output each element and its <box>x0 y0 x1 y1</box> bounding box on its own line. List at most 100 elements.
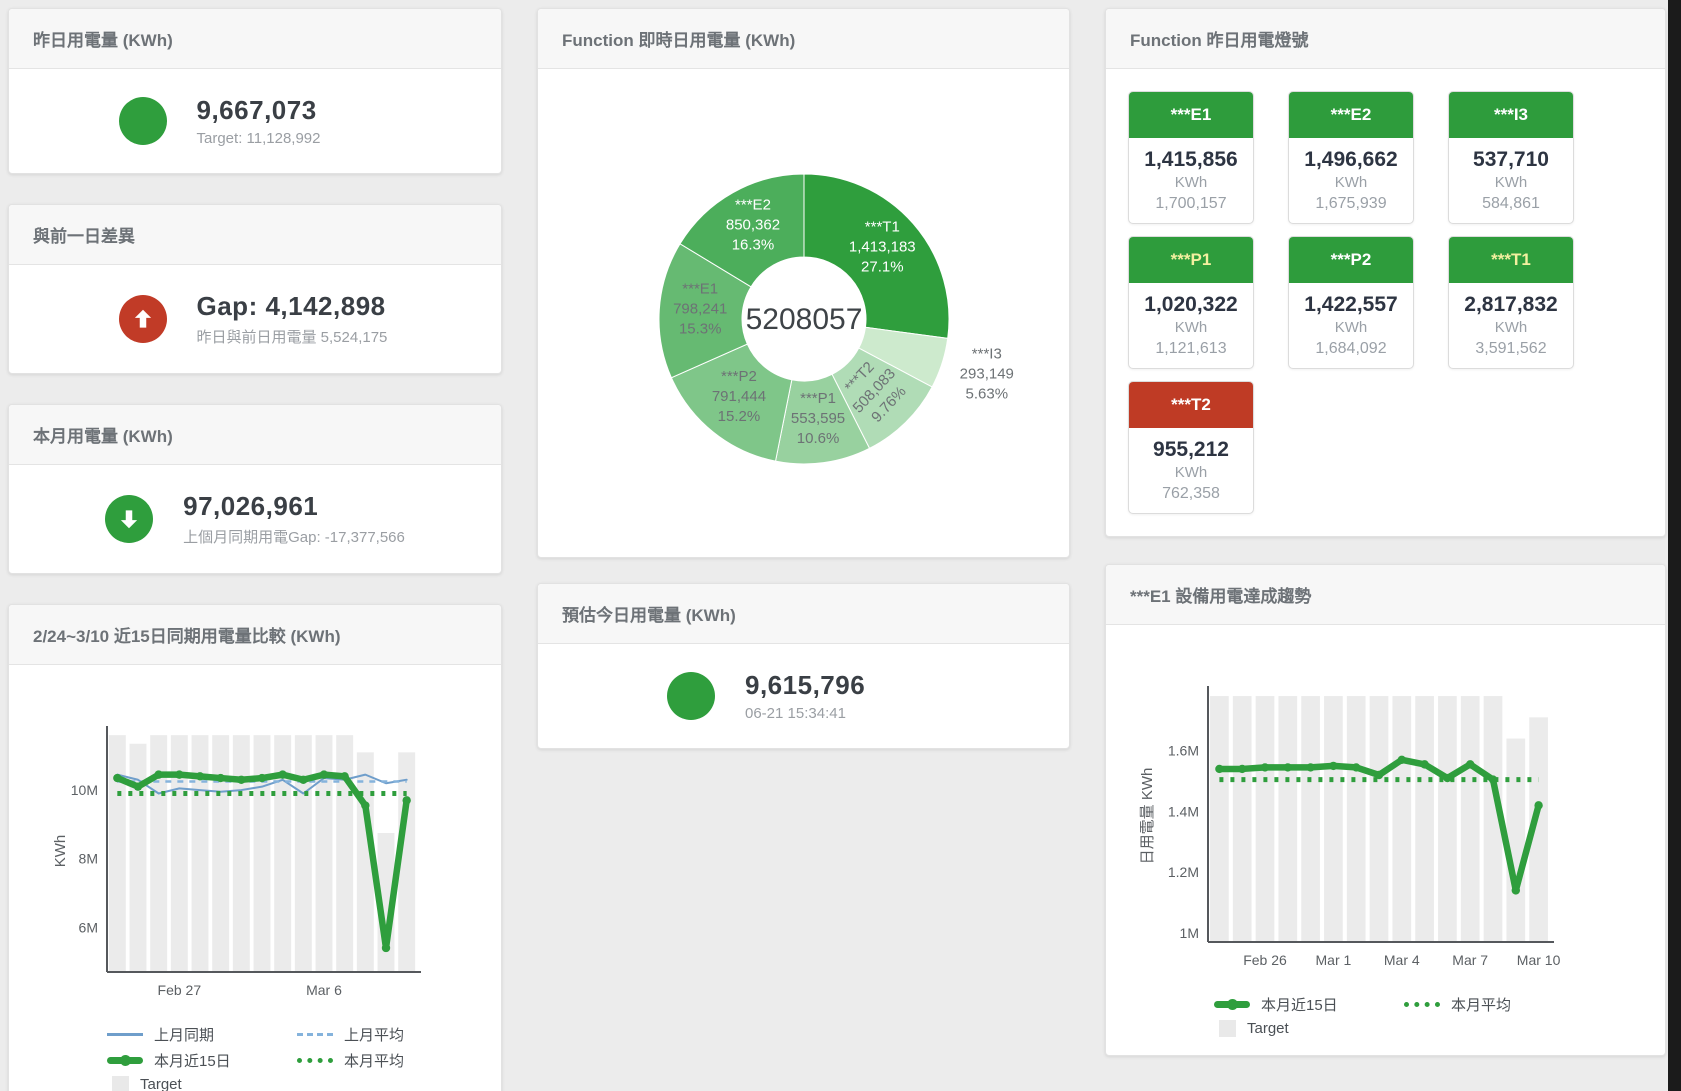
light-tile-header: ***T1 <box>1449 237 1573 283</box>
light-tile-unit: KWh <box>1174 319 1208 336</box>
light-tile-E2: ***E2 1,496,662 KWh 1,675,939 <box>1288 91 1414 224</box>
status-circle-icon <box>667 672 715 720</box>
light-tile-target: 3,591,562 <box>1475 340 1547 357</box>
donut-center-total: 5208057 <box>745 303 862 336</box>
light-tile-unit: KWh <box>1494 319 1528 336</box>
light-tile-value: 537,710 <box>1473 148 1549 171</box>
chart-body: 1M 1.2M 1.4M 1.6M Feb 26 Mar 1 Mar 4 Mar 7 Mar 1… <box>1106 625 1665 1055</box>
svg-text:1M: 1M <box>1180 925 1199 941</box>
svg-text:6M: 6M <box>79 919 98 935</box>
card-month-usage: 本月用電量 (KWh) 97,026,961 上個月同期用電Gap: -17,3… <box>8 404 502 574</box>
legend-item[interactable]: 本月平均 <box>1404 994 1650 1015</box>
legend-thick-swatch-icon <box>1214 999 1250 1010</box>
stat-body: 97,026,961 上個月同期用電Gap: -17,377,566 <box>9 465 501 573</box>
light-tile-value: 1,415,856 <box>1144 148 1238 171</box>
svg-text:Mar 1: Mar 1 <box>1316 952 1352 968</box>
donut-slice-label: ***E2 850,362 16.3% <box>725 196 779 253</box>
stat-subtitle: 06-21 15:34:41 <box>745 705 846 722</box>
legend-label: 上月平均 <box>344 1027 405 1044</box>
light-tile-value: 1,422,557 <box>1304 293 1398 316</box>
card-realtime-usage-donut: Function 即時日用電量 (KWh) ***T1 1,413,183 27.1… <box>537 8 1070 558</box>
svg-text:KWh: KWh <box>52 835 69 868</box>
legend-dash-swatch-icon <box>297 1033 333 1036</box>
lights-grid: ***E1 1,415,856 KWh 1,700,157 ***E2 1,496,662… <box>1106 69 1665 536</box>
light-tile-header: ***E2 <box>1289 92 1413 138</box>
light-tile-target: 1,700,157 <box>1155 195 1227 212</box>
card-title: Function 即時日用電量 (KWh) <box>562 31 796 50</box>
light-tile-unit: KWh <box>1334 174 1368 191</box>
realtime-usage-donut-chart: ***T1 1,413,183 27.1% ***I3 293,149 5.63% ***T… <box>658 173 1013 465</box>
legend-box-swatch-icon <box>112 1076 129 1091</box>
legend-item[interactable]: 上月同期 <box>107 1024 297 1045</box>
legend-item[interactable]: Target <box>1214 1020 1404 1037</box>
card-e1-trend: ***E1 設備用電達成趨勢 1M 1.2M 1.4M 1.6M Feb 26 Mar 1… <box>1105 564 1666 1056</box>
svg-text:1.6M: 1.6M <box>1168 743 1199 759</box>
svg-text:Mar 6: Mar 6 <box>306 982 342 998</box>
light-tile-target: 1,121,613 <box>1155 340 1227 357</box>
card-header: Function 昨日用電燈號 <box>1106 9 1665 69</box>
legend-label: Target <box>140 1076 182 1091</box>
svg-text:8M: 8M <box>79 851 98 867</box>
legend-item[interactable]: 本月近15日 <box>1214 994 1404 1015</box>
light-tile-header: ***P2 <box>1289 237 1413 283</box>
light-tile-P2: ***P2 1,422,557 KWh 1,684,092 <box>1288 236 1414 369</box>
card-title: 預估今日用電量 (KWh) <box>562 606 736 625</box>
donut-slice-label: ***P2 791,444 15.2% <box>711 368 765 425</box>
stat-text: 97,026,961 上個月同期用電Gap: -17,377,566 <box>183 491 405 547</box>
light-tile-target: 584,861 <box>1482 195 1540 212</box>
chart-body: ***T1 1,413,183 27.1% ***I3 293,149 5.63% ***T… <box>538 69 1069 557</box>
stat-body: 9,615,796 06-21 15:34:41 <box>538 644 1069 748</box>
e1-trend-chart-legend: 本月近15日 本月平均 Target <box>1214 994 1650 1037</box>
legend-label: 本月平均 <box>1451 997 1512 1014</box>
arrow-down-circle-icon <box>105 495 154 543</box>
legend-label: 本月平均 <box>344 1053 405 1070</box>
stat-value: 9,615,796 <box>745 670 866 700</box>
light-tile-value: 955,212 <box>1153 438 1229 461</box>
light-tile-T2: ***T2 955,212 KWh 762,358 <box>1128 381 1254 514</box>
light-tile-unit: KWh <box>1174 464 1208 481</box>
stat-text: 9,615,796 06-21 15:34:41 <box>745 670 940 722</box>
light-tile-header: ***T2 <box>1129 382 1253 428</box>
light-tile-target: 1,675,939 <box>1315 195 1387 212</box>
legend-label: 本月近15日 <box>1261 997 1338 1014</box>
donut-slice-label: ***P1 553,595 10.6% <box>790 390 844 447</box>
comparison-chart-legend: 上月同期 上月平均本月近15日 本月平均 Target <box>107 1024 486 1091</box>
scrollbar[interactable] <box>1668 0 1681 1091</box>
left-column: 昨日用電量 (KWh) 9,667,073 Target: 11,128,992… <box>8 8 502 1091</box>
stat-subtitle: 昨日與前日用電量 5,524,175 <box>196 329 388 346</box>
svg-text:Mar 10: Mar 10 <box>1517 952 1561 968</box>
card-title: 與前一日差異 <box>33 227 135 246</box>
stat-value: 97,026,961 <box>183 491 319 521</box>
light-tile-target: 762,358 <box>1162 485 1220 502</box>
card-day-gap: 與前一日差異 Gap: 4,142,898 昨日與前日用電量 5,524,175 <box>8 204 502 374</box>
legend-item[interactable]: Target <box>107 1076 297 1091</box>
legend-dot-swatch-icon <box>297 1058 333 1063</box>
e1-trend-line-chart: 1M 1.2M 1.4M 1.6M Feb 26 Mar 1 Mar 4 Mar 7 Mar 1… <box>1139 686 1561 968</box>
right-column: Function 昨日用電燈號 ***E1 1,415,856 KWh 1,700,1… <box>1105 8 1666 1056</box>
donut-slice-label: ***E1 798,241 15.3% <box>673 280 727 337</box>
svg-text:10M: 10M <box>71 782 98 798</box>
card-title: 本月用電量 (KWh) <box>33 427 173 446</box>
light-tile-E1: ***E1 1,415,856 KWh 1,700,157 <box>1128 91 1254 224</box>
comparison-line-chart: 6M 8M 10M Feb 27 Mar 6 KWh <box>52 726 421 998</box>
svg-text:Feb 26: Feb 26 <box>1243 952 1287 968</box>
stat-value: 9,667,073 <box>196 95 317 125</box>
card-yesterday-usage: 昨日用電量 (KWh) 9,667,073 Target: 11,128,992 <box>8 8 502 174</box>
legend-item[interactable]: 上月平均 <box>297 1024 486 1045</box>
card-15day-comparison: 2/24~3/10 近15日同期用電量比較 (KWh) 6M 8M 10M Feb 2… <box>8 604 502 1091</box>
legend-box-swatch-icon <box>1219 1020 1236 1037</box>
light-tile-unit: KWh <box>1334 319 1368 336</box>
light-tile-unit: KWh <box>1494 174 1528 191</box>
legend-label: 上月同期 <box>154 1027 215 1044</box>
legend-item[interactable]: 本月近15日 <box>107 1050 297 1071</box>
card-header: 昨日用電量 (KWh) <box>9 9 501 69</box>
light-tile-header: ***I3 <box>1449 92 1573 138</box>
stat-text: Gap: 4,142,898 昨日與前日用電量 5,524,175 <box>197 291 392 347</box>
legend-item[interactable]: 本月平均 <box>297 1050 486 1071</box>
card-header: ***E1 設備用電達成趨勢 <box>1106 565 1665 625</box>
light-tile-header: ***P1 <box>1129 237 1253 283</box>
donut-slice-label: ***I3 293,149 5.63% <box>959 346 1013 403</box>
chart-body: 6M 8M 10M Feb 27 Mar 6 KWh 上月同期 上月平均 本月近15日 本月平均… <box>9 665 501 1091</box>
card-title: ***E1 設備用電達成趨勢 <box>1130 587 1312 606</box>
svg-text:1.4M: 1.4M <box>1168 803 1199 819</box>
